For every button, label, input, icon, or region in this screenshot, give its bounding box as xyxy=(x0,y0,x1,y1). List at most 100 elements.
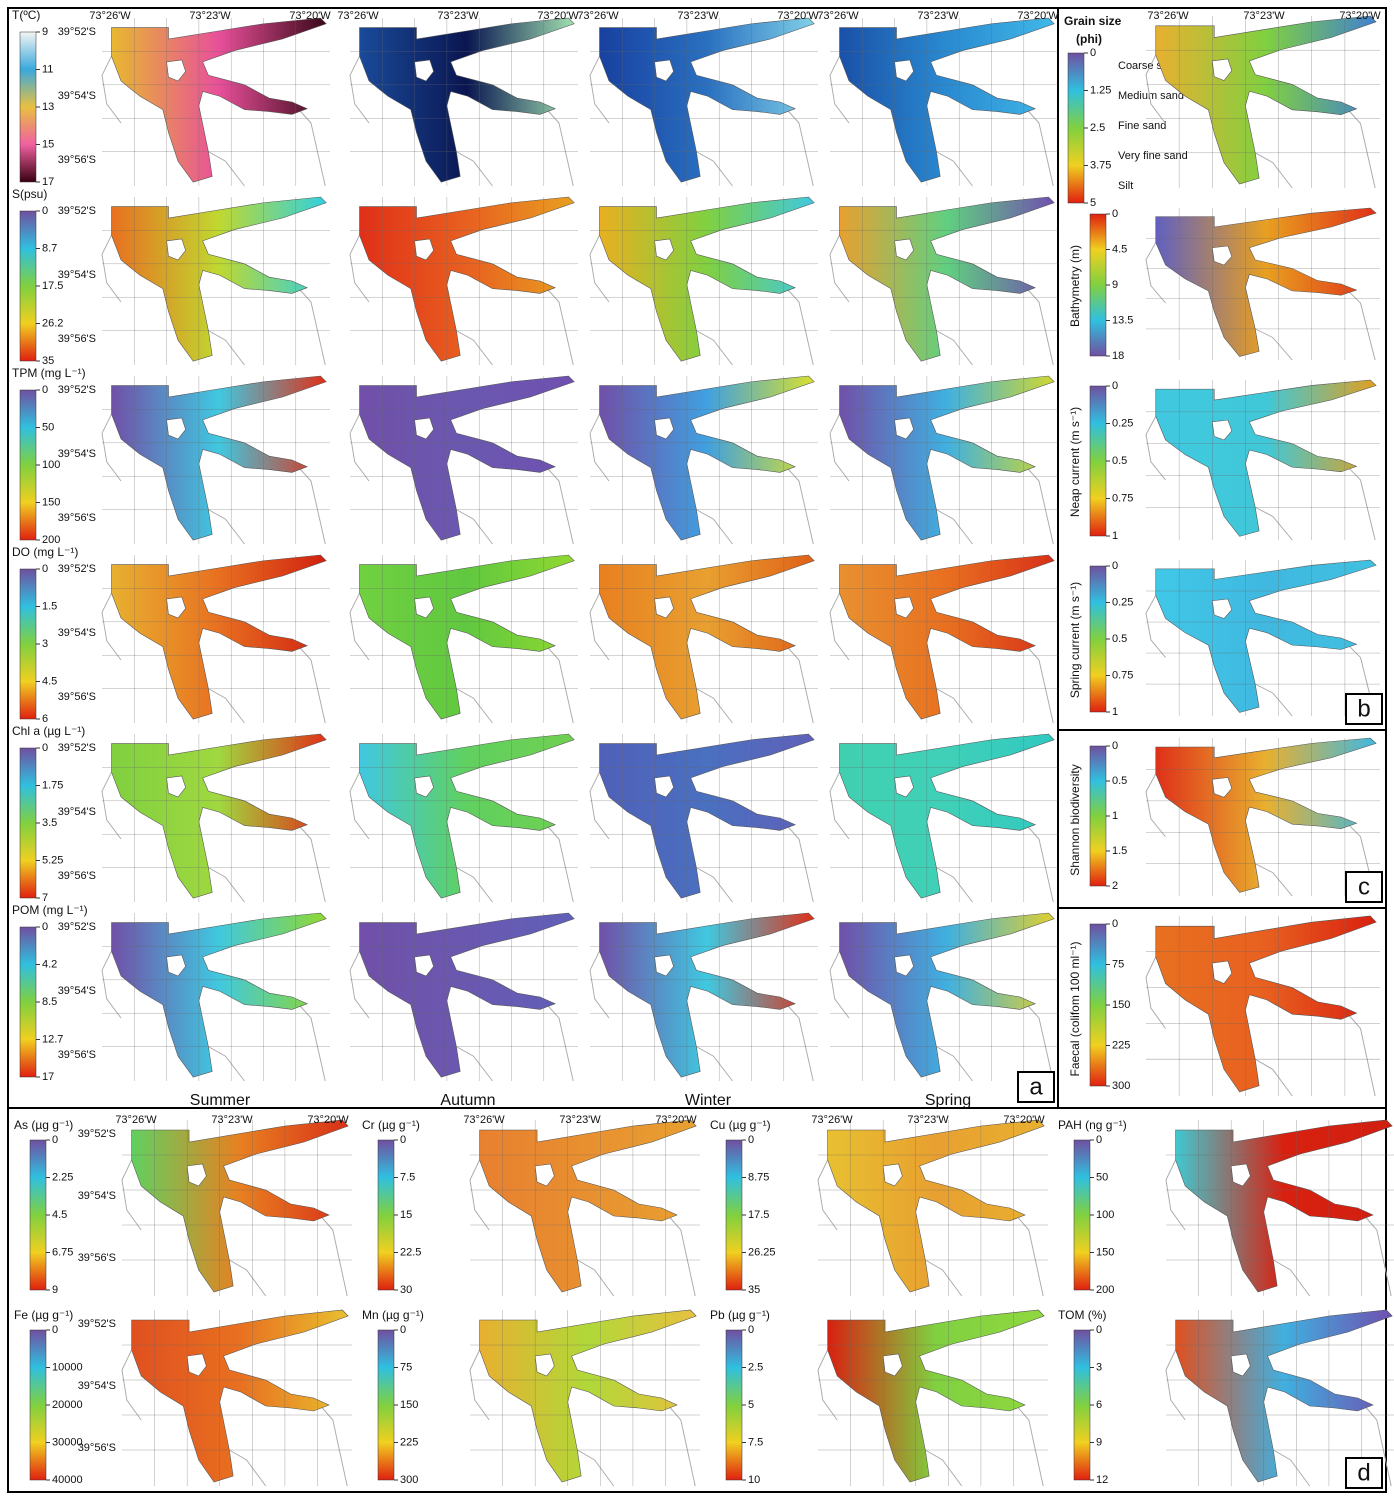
colorbar-tick-label: 150 xyxy=(42,496,60,508)
variable-unit: (phi) xyxy=(1076,32,1102,46)
colorbar-tick-label: 4.5 xyxy=(1112,243,1127,255)
colorbar-tick-label: 150 xyxy=(1112,999,1130,1011)
colorbar-tick-label: 13.5 xyxy=(1112,314,1133,326)
lon-label: 73°20'W xyxy=(777,10,819,22)
estuary-surface xyxy=(111,17,327,183)
colorbar-tick-label: 35 xyxy=(42,355,54,367)
colorbar-tick-label: 300 xyxy=(1112,1080,1130,1092)
estuary-surface xyxy=(599,733,815,899)
colorbar-tick-label: 0 xyxy=(400,1134,406,1146)
variable-label: Spring current (m s⁻¹) xyxy=(1068,582,1082,698)
lon-label: 73°23'W xyxy=(211,1114,253,1126)
colorbar-tick-label: 300 xyxy=(400,1474,418,1486)
island xyxy=(894,954,914,977)
colorbar-tick-label: 0 xyxy=(42,384,48,396)
colorbar-tick-label: 0 xyxy=(52,1324,58,1336)
colorbar-tick-label: 30000 xyxy=(52,1436,83,1448)
colorbar xyxy=(1073,1329,1091,1481)
season-label: Winter xyxy=(685,1092,732,1109)
variable-label: As (µg g⁻¹) xyxy=(14,1118,73,1132)
grain-class: Medium sand xyxy=(1118,90,1184,102)
colorbar-tick-label: 200 xyxy=(1096,1284,1114,1296)
estuary-surface xyxy=(839,196,1055,362)
lat-label: 39°54'S xyxy=(58,269,96,281)
colorbar-tick-label: 0 xyxy=(1112,380,1118,392)
colorbar-tick-label: 7.5 xyxy=(400,1171,415,1183)
island xyxy=(166,417,186,440)
variable-label: Shannon biodiversity xyxy=(1068,764,1082,875)
colorbar-tick-label: 30 xyxy=(400,1284,412,1296)
estuary-map xyxy=(589,17,819,187)
grain-class: Very fine sand xyxy=(1118,150,1188,162)
island xyxy=(654,954,674,977)
estuary-map xyxy=(349,17,579,187)
colorbar-tick-label: 2.5 xyxy=(748,1361,763,1373)
panel-letter-box xyxy=(1345,693,1383,725)
colorbar-tick-label: 75 xyxy=(400,1361,412,1373)
colorbar-tick-label: 0.5 xyxy=(1112,633,1127,645)
estuary-map xyxy=(829,733,1059,903)
island xyxy=(1211,58,1233,81)
colorbar-tick-label: 0 xyxy=(1096,1134,1102,1146)
panel-letter: a xyxy=(1029,1073,1043,1100)
lon-label: 73°26'W xyxy=(89,10,131,22)
island xyxy=(166,775,186,798)
estuary-map xyxy=(101,554,331,724)
colorbar-tick-label: 0 xyxy=(52,1134,58,1146)
colorbar-tick-label: 1.5 xyxy=(42,600,57,612)
estuary-map xyxy=(829,17,1059,187)
lat-label: 39°54'S xyxy=(58,448,96,460)
estuary-surface xyxy=(111,733,327,899)
estuary-surface xyxy=(839,375,1055,541)
island xyxy=(414,59,434,82)
estuary-surface xyxy=(1155,915,1377,1093)
island xyxy=(166,596,186,619)
colorbar xyxy=(377,1329,395,1481)
estuary-surface xyxy=(359,733,575,899)
lat-label: 39°52'S xyxy=(78,1318,116,1330)
colorbar-tick-label: 26.25 xyxy=(748,1246,776,1258)
estuary-map xyxy=(349,375,579,545)
variable-label: Fe (µg g⁻¹) xyxy=(14,1308,73,1322)
colorbar-tick-label: 10 xyxy=(748,1474,760,1486)
island xyxy=(166,59,186,82)
colorbar-tick-label: 3 xyxy=(42,638,48,650)
colorbar-tick-label: 75 xyxy=(1112,958,1124,970)
island xyxy=(894,238,914,261)
estuary-map xyxy=(1145,559,1381,717)
colorbar-tick-label: 225 xyxy=(1112,1039,1130,1051)
colorbar-tick-label: 9 xyxy=(52,1284,58,1296)
colorbar-tick-label: 0 xyxy=(1090,47,1096,59)
colorbar-tick-label: 6.75 xyxy=(52,1246,73,1258)
colorbar xyxy=(19,389,37,541)
colorbar-tick-label: 1.25 xyxy=(1090,84,1111,96)
lon-label: 73°26'W xyxy=(577,10,619,22)
lon-label: 73°23'W xyxy=(1243,10,1285,22)
colorbar-tick-label: 3.5 xyxy=(42,817,57,829)
estuary-map xyxy=(1145,737,1381,897)
variable-label: S(psu) xyxy=(12,187,47,201)
estuary-surface xyxy=(839,17,1055,183)
island xyxy=(894,417,914,440)
estuary-map xyxy=(1165,1309,1394,1487)
colorbar-tick-label: 17 xyxy=(42,1071,54,1083)
estuary-map xyxy=(1145,15,1381,189)
lat-label: 39°52'S xyxy=(58,921,96,933)
colorbar-tick-label: 0 xyxy=(42,921,48,933)
lon-label: 73°20'W xyxy=(307,1114,349,1126)
estuary-map xyxy=(101,912,331,1082)
season-label: Spring xyxy=(925,1092,971,1109)
lat-label: 39°56'S xyxy=(58,333,96,345)
variable-label: TOM (%) xyxy=(1058,1308,1106,1322)
island xyxy=(654,238,674,261)
lat-label: 39°56'S xyxy=(58,154,96,166)
estuary-surface xyxy=(839,554,1055,720)
lon-label: 73°26'W xyxy=(115,1114,157,1126)
lat-label: 39°52'S xyxy=(58,563,96,575)
island xyxy=(654,417,674,440)
variable-label: Faecal (colifom 100 ml⁻¹) xyxy=(1068,941,1082,1076)
island xyxy=(534,1353,555,1377)
estuary-map xyxy=(1145,915,1381,1097)
estuary-map xyxy=(589,554,819,724)
